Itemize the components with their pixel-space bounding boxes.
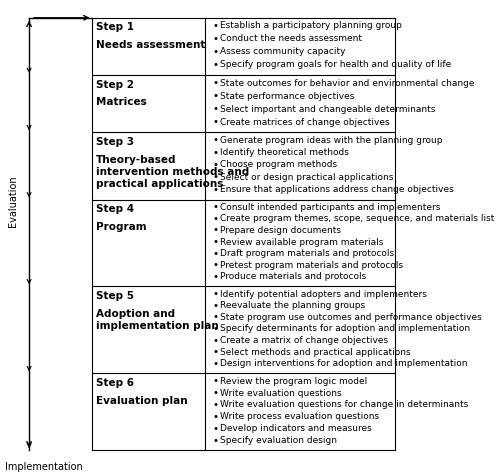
Text: •: •	[212, 335, 218, 346]
Text: •: •	[212, 248, 218, 259]
Text: Select important and changeable determinants: Select important and changeable determin…	[220, 104, 436, 114]
Text: Step 3: Step 3	[96, 137, 134, 147]
Text: •: •	[212, 148, 218, 158]
Text: Write evaluation questions: Write evaluation questions	[220, 389, 342, 398]
Text: Choose program methods: Choose program methods	[220, 161, 338, 170]
Text: Program: Program	[96, 222, 146, 232]
Text: •: •	[212, 289, 218, 299]
Text: Adoption and
implementation plan: Adoption and implementation plan	[96, 309, 218, 331]
Text: Select or design practical applications: Select or design practical applications	[220, 173, 394, 182]
Text: Review the program logic model: Review the program logic model	[220, 377, 368, 386]
Text: •: •	[212, 135, 218, 145]
Text: Develop indicators and measures: Develop indicators and measures	[220, 424, 372, 433]
Text: State performance objectives: State performance objectives	[220, 92, 355, 101]
Text: State outcomes for behavior and environmental change: State outcomes for behavior and environm…	[220, 79, 475, 88]
Text: Draft program materials and protocols: Draft program materials and protocols	[220, 249, 394, 258]
Text: Specify evaluation design: Specify evaluation design	[220, 436, 338, 445]
Text: Consult intended participants and implementers: Consult intended participants and implem…	[220, 203, 441, 212]
Text: Review available program materials: Review available program materials	[220, 238, 384, 247]
Text: Step 1: Step 1	[96, 22, 134, 32]
Text: Implementation: Implementation	[6, 462, 83, 472]
Text: Prepare design documents: Prepare design documents	[220, 226, 342, 235]
Text: Write process evaluation questions: Write process evaluation questions	[220, 412, 380, 421]
Text: •: •	[212, 347, 218, 357]
Text: Step 5: Step 5	[96, 291, 134, 301]
Text: •: •	[212, 60, 218, 70]
Text: Generate program ideas with the planning group: Generate program ideas with the planning…	[220, 136, 443, 145]
Text: •: •	[212, 237, 218, 247]
Text: Evaluation plan: Evaluation plan	[96, 396, 188, 406]
Text: •: •	[212, 400, 218, 410]
Text: Conduct the needs assessment: Conduct the needs assessment	[220, 34, 362, 43]
Text: Select methods and practical applications: Select methods and practical application…	[220, 348, 411, 357]
Text: •: •	[212, 424, 218, 434]
Text: •: •	[212, 226, 218, 236]
Text: •: •	[212, 202, 218, 212]
Text: Produce materials and protocols: Produce materials and protocols	[220, 272, 366, 281]
Text: State program use outcomes and performance objectives: State program use outcomes and performan…	[220, 313, 482, 322]
Text: Pretest program materials and protocols: Pretest program materials and protocols	[220, 261, 404, 270]
Text: •: •	[212, 260, 218, 270]
Text: Identify potential adopters and implementers: Identify potential adopters and implemen…	[220, 290, 428, 299]
Text: •: •	[212, 324, 218, 334]
Text: Step 4: Step 4	[96, 204, 134, 214]
Text: •: •	[212, 104, 218, 114]
Text: •: •	[212, 91, 218, 101]
Text: Step 2: Step 2	[96, 80, 134, 90]
Text: •: •	[212, 78, 218, 88]
Text: Reevaluate the planning groups: Reevaluate the planning groups	[220, 301, 366, 310]
Text: •: •	[212, 412, 218, 422]
Text: Identify theoretical methods: Identify theoretical methods	[220, 148, 350, 157]
Text: •: •	[212, 359, 218, 369]
Text: •: •	[212, 172, 218, 182]
Text: Create a matrix of change objectives: Create a matrix of change objectives	[220, 336, 388, 345]
Text: •: •	[212, 376, 218, 386]
Text: Step 6: Step 6	[96, 378, 134, 388]
Text: Create matrices of change objectives: Create matrices of change objectives	[220, 117, 390, 126]
Text: Specify program goals for health and quality of life: Specify program goals for health and qua…	[220, 60, 452, 69]
Text: Assess community capacity: Assess community capacity	[220, 48, 346, 57]
Text: •: •	[212, 47, 218, 57]
Text: •: •	[212, 185, 218, 195]
Text: Ensure that applications address change objectives: Ensure that applications address change …	[220, 185, 454, 194]
Text: •: •	[212, 388, 218, 398]
Text: •: •	[212, 272, 218, 282]
Text: •: •	[212, 301, 218, 311]
Text: •: •	[212, 436, 218, 446]
Text: Theory-based
intervention methods and
practical applications: Theory-based intervention methods and pr…	[96, 155, 249, 189]
Text: Write evaluation questions for change in determinants: Write evaluation questions for change in…	[220, 400, 468, 409]
Text: Design interventions for adoption and implementation: Design interventions for adoption and im…	[220, 359, 468, 368]
Text: Establish a participatory planning group: Establish a participatory planning group	[220, 21, 402, 30]
Text: Matrices: Matrices	[96, 97, 146, 107]
Text: Needs assessment: Needs assessment	[96, 40, 205, 50]
Text: Specify determinants for adoption and implementation: Specify determinants for adoption and im…	[220, 324, 470, 333]
Text: •: •	[212, 34, 218, 44]
Text: •: •	[212, 117, 218, 127]
Text: •: •	[212, 313, 218, 323]
Text: •: •	[212, 21, 218, 31]
Text: •: •	[212, 214, 218, 224]
Text: Create program themes, scope, sequence, and materials list: Create program themes, scope, sequence, …	[220, 214, 495, 223]
Text: •: •	[212, 160, 218, 170]
Text: Evaluation: Evaluation	[8, 176, 18, 227]
